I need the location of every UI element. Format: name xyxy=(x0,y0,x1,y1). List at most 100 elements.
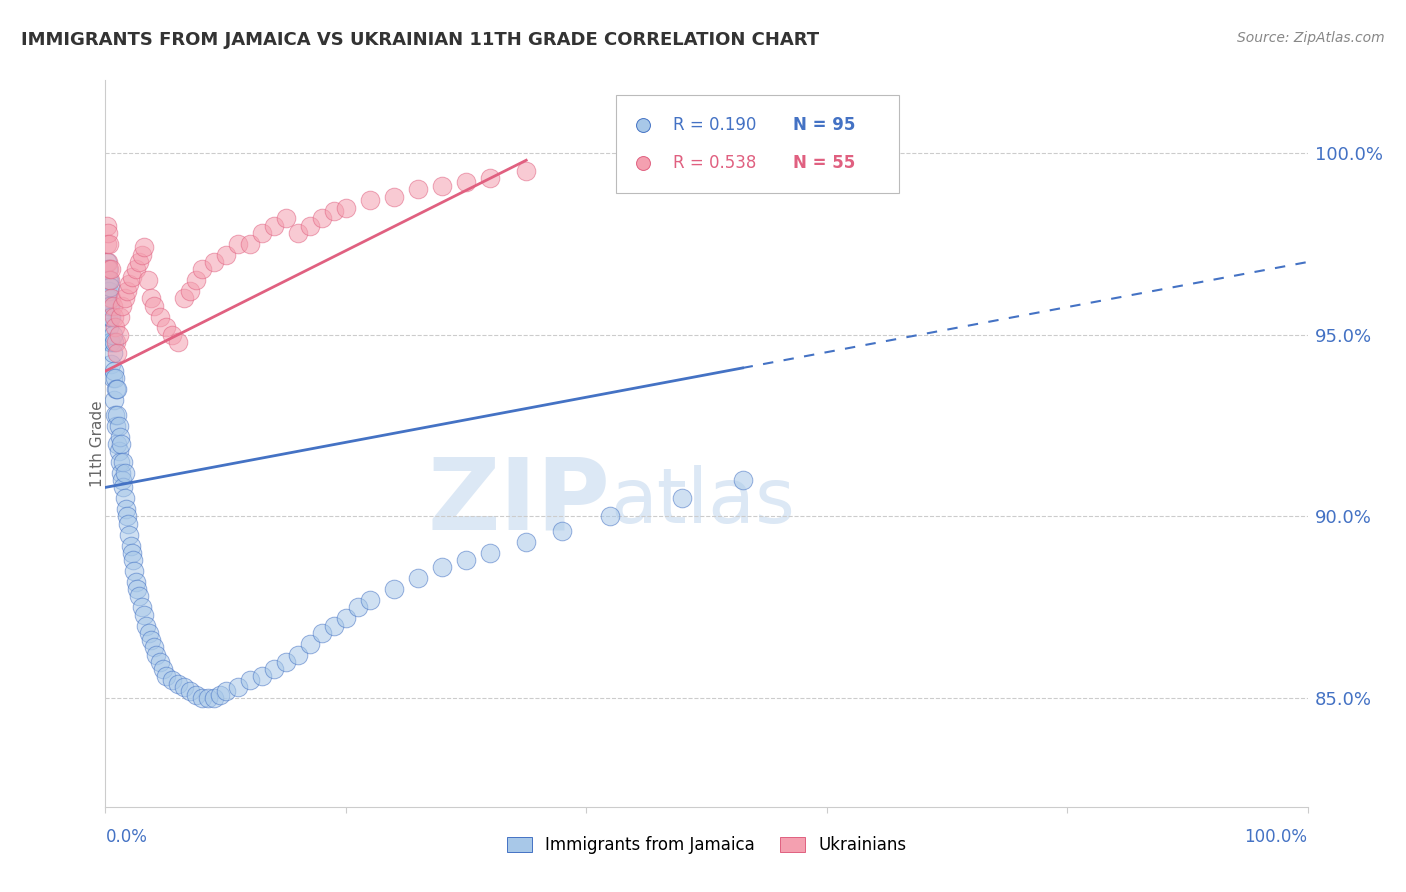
Y-axis label: 11th Grade: 11th Grade xyxy=(90,401,104,487)
Point xyxy=(263,662,285,676)
Point xyxy=(104,408,127,422)
Point xyxy=(124,262,146,277)
Point xyxy=(551,524,574,538)
Point xyxy=(97,226,120,240)
Point xyxy=(731,473,754,487)
Point xyxy=(121,546,143,560)
Point xyxy=(515,535,537,549)
Point xyxy=(98,273,121,287)
Point xyxy=(115,502,138,516)
Text: IMMIGRANTS FROM JAMAICA VS UKRAINIAN 11TH GRADE CORRELATION CHART: IMMIGRANTS FROM JAMAICA VS UKRAINIAN 11T… xyxy=(21,31,820,49)
Point xyxy=(131,248,153,262)
Point xyxy=(96,299,118,313)
Point xyxy=(107,382,129,396)
Point xyxy=(96,255,118,269)
Point xyxy=(105,418,128,433)
Text: R = 0.190: R = 0.190 xyxy=(673,116,756,134)
Point xyxy=(454,175,477,189)
Point xyxy=(382,189,405,203)
Point xyxy=(515,164,537,178)
Text: N = 95: N = 95 xyxy=(793,116,855,134)
Point xyxy=(479,546,502,560)
Point xyxy=(103,364,125,378)
Text: R = 0.538: R = 0.538 xyxy=(673,154,756,172)
Point xyxy=(96,236,118,251)
Point xyxy=(139,292,162,306)
Point xyxy=(142,640,165,655)
Point xyxy=(406,571,429,585)
Point xyxy=(631,560,654,574)
Point xyxy=(406,182,429,196)
Point xyxy=(98,310,121,324)
Point xyxy=(103,334,125,349)
Point xyxy=(155,320,177,334)
Point xyxy=(239,236,262,251)
Point xyxy=(112,455,135,469)
Point xyxy=(166,334,188,349)
Point xyxy=(239,673,262,687)
Point xyxy=(131,600,153,615)
Point xyxy=(298,219,321,233)
Legend: Immigrants from Jamaica, Ukrainians: Immigrants from Jamaica, Ukrainians xyxy=(501,830,912,861)
Point xyxy=(166,676,188,690)
Point xyxy=(98,280,121,294)
Point xyxy=(148,310,170,324)
Point xyxy=(107,346,129,360)
Text: ZIP: ZIP xyxy=(427,453,610,550)
Point xyxy=(479,171,502,186)
Point xyxy=(101,346,124,360)
Point xyxy=(347,600,370,615)
Point xyxy=(132,607,155,622)
Point xyxy=(359,593,381,607)
Point xyxy=(631,368,654,382)
Point xyxy=(454,553,477,567)
Point xyxy=(145,648,167,662)
Point xyxy=(103,393,125,408)
Point xyxy=(287,226,309,240)
Point xyxy=(190,691,212,706)
Text: 100.0%: 100.0% xyxy=(1244,828,1308,846)
FancyBboxPatch shape xyxy=(616,95,898,193)
Point xyxy=(160,673,183,687)
Point xyxy=(179,284,201,298)
Point xyxy=(135,618,157,632)
Point xyxy=(122,553,145,567)
Point xyxy=(118,277,141,291)
Point xyxy=(263,219,285,233)
Point xyxy=(111,473,134,487)
Point xyxy=(110,466,132,480)
Point xyxy=(107,418,129,433)
Point xyxy=(98,284,121,298)
Point xyxy=(125,582,148,596)
Point xyxy=(101,327,124,342)
Text: N = 55: N = 55 xyxy=(793,154,855,172)
Point xyxy=(100,310,122,324)
Point xyxy=(671,491,693,506)
Point xyxy=(274,211,297,226)
Point xyxy=(160,327,183,342)
Point xyxy=(121,269,143,284)
Point xyxy=(124,564,146,578)
Point xyxy=(98,320,121,334)
Point xyxy=(100,262,122,277)
Point xyxy=(107,444,129,458)
Point xyxy=(128,590,150,604)
Point xyxy=(105,382,128,396)
Point xyxy=(114,466,136,480)
Text: Source: ZipAtlas.com: Source: ZipAtlas.com xyxy=(1237,31,1385,45)
Point xyxy=(184,273,207,287)
Point xyxy=(115,509,138,524)
Point xyxy=(226,681,249,695)
Point xyxy=(107,436,129,450)
Point xyxy=(124,574,146,589)
Point xyxy=(202,691,225,706)
Point xyxy=(152,662,174,676)
Point xyxy=(599,509,621,524)
Point xyxy=(322,204,344,219)
Point xyxy=(98,273,121,287)
Point xyxy=(274,655,297,669)
Point xyxy=(311,211,333,226)
Point xyxy=(101,371,124,385)
Point xyxy=(97,273,120,287)
Point xyxy=(101,299,124,313)
